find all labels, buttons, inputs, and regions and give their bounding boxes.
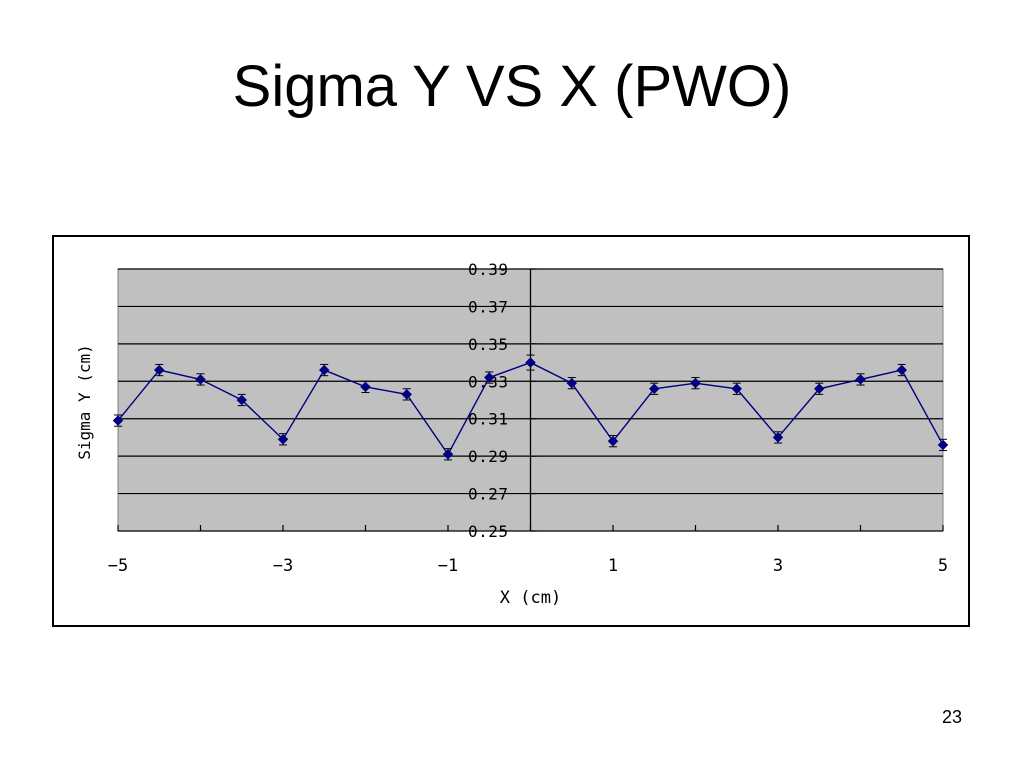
data-point	[648, 383, 660, 395]
x-tick-label: −5	[108, 556, 128, 576]
data-point	[731, 383, 743, 395]
data-point	[195, 374, 206, 385]
data-point	[483, 372, 495, 383]
data-point	[772, 432, 784, 443]
y-tick-label: 0.37	[468, 297, 509, 316]
y-tick-label: 0.35	[468, 335, 509, 354]
y-tick-label: 0.29	[468, 447, 509, 466]
data-point	[896, 364, 908, 376]
data-point	[813, 383, 825, 395]
x-tick-label: 3	[773, 556, 783, 576]
page-number: 23	[941, 707, 962, 727]
y-tick-label: 0.39	[468, 260, 509, 279]
y-tick-label: 0.31	[468, 410, 509, 429]
x-tick-label: −1	[438, 556, 458, 576]
x-tick-label: 1	[608, 556, 618, 576]
x-tick-label: −3	[273, 556, 293, 576]
data-point	[442, 448, 454, 460]
y-tick-label: 0.33	[468, 372, 509, 391]
data-point	[525, 357, 536, 368]
x-axis-title: X (cm)	[500, 588, 561, 608]
y-tick-label: 0.25	[468, 522, 509, 541]
data-point	[855, 374, 866, 385]
data-point	[566, 377, 578, 389]
data-point	[236, 394, 248, 406]
y-axis-title: Sigma Y (cm)	[75, 344, 94, 460]
data-point	[112, 415, 124, 426]
chart-frame: −5 −3 −1 1 3 5 0.25 0.27 0.29 0.31 0.33 0.35 0.37 0.3…	[52, 235, 970, 627]
data-point	[153, 364, 165, 376]
y-tick-label: 0.27	[468, 485, 509, 504]
data-point	[360, 381, 371, 393]
data-point	[937, 439, 949, 451]
slide-title: Sigma Y VS X (PWO)	[232, 54, 792, 119]
data-point	[318, 364, 330, 376]
data-point	[277, 433, 289, 445]
data-point	[607, 435, 619, 447]
data-point	[401, 389, 413, 400]
line-chart: −5 −3 −1 1 3 5 0.25 0.27 0.29 0.31 0.33 0.35 0.37 0.3…	[75, 260, 949, 608]
data-point	[690, 377, 701, 389]
x-tick-label: 5	[938, 556, 948, 576]
